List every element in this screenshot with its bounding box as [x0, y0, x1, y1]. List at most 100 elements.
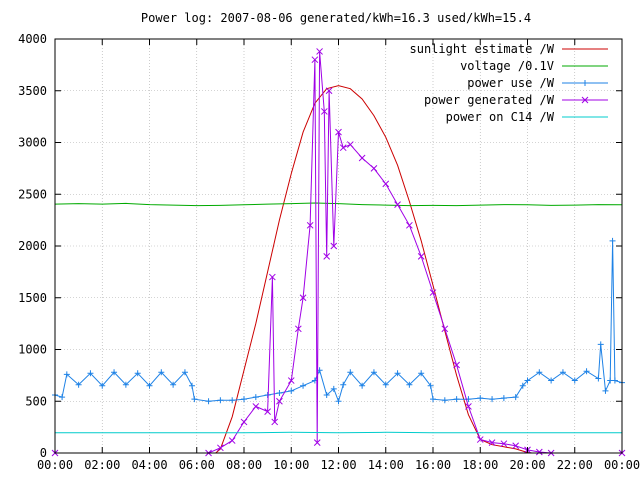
axes: 00:00 02:00 04:00 06:00 08:00 10:00 12:00 14:00…: [18, 32, 640, 472]
series-3-point-21: [335, 128, 342, 136]
series-2-point-23: [300, 382, 307, 389]
x-tick-label-12: 00:00: [604, 458, 640, 472]
x-tick-label-4: 08:00: [226, 458, 262, 472]
series-3-point-2: [217, 444, 224, 452]
series-2-point-55: [602, 387, 609, 394]
x-tick-label-10: 20:00: [509, 458, 545, 472]
series-2-point-57: [609, 237, 616, 244]
series-2-point-43: [489, 396, 496, 403]
grid-lines: [55, 39, 622, 453]
series-2-point-34: [394, 370, 401, 377]
series-3-point-26: [382, 180, 390, 188]
series-line-0: [55, 85, 622, 454]
legend-marker-3: [581, 96, 589, 104]
series-2-point-58: [611, 377, 618, 384]
series-2-point-14: [191, 396, 198, 403]
series-2-point-7: [122, 381, 129, 388]
series-3-point-37: [512, 442, 520, 450]
series-3-point-14: [311, 56, 319, 64]
series-3-point-5: [252, 403, 260, 410]
x-tick-label-11: 22:00: [557, 458, 593, 472]
series-2-point-26: [323, 392, 330, 399]
series-3-point-18: [323, 252, 331, 260]
series-line-2: [54, 240, 623, 403]
y-tick-label-4: 2000: [18, 239, 47, 253]
series-2-point-32: [370, 369, 377, 376]
legend-marker-2: [582, 80, 588, 86]
series-3-point-3: [228, 437, 236, 444]
legend-label-0: sunlight estimate /W: [410, 42, 555, 56]
legend-label-1: voltage /0.1V: [460, 59, 554, 73]
chart-title: Power log: 2007-08-06 generated/kWh=16.3…: [141, 11, 531, 25]
series-2-point-15: [205, 398, 212, 405]
series-3-point-22: [339, 144, 347, 152]
x-tick-label-8: 16:00: [415, 458, 451, 472]
series-3-point-23: [346, 141, 354, 148]
legend-label-3: power generated /W: [424, 93, 555, 107]
x-tick-label-5: 10:00: [273, 458, 309, 472]
series-3-point-33: [465, 403, 472, 410]
series-2-point-40: [453, 396, 460, 403]
series-2-point-28: [335, 398, 342, 405]
series-line-1: [54, 202, 623, 207]
series-2-point-18: [241, 396, 247, 403]
series-3-point-8: [271, 418, 279, 426]
y-tick-label-8: 4000: [18, 32, 47, 46]
x-tick-label-9: 18:00: [462, 458, 498, 472]
series-2-point-17: [229, 397, 236, 404]
series-2-point-33: [382, 381, 389, 388]
series-2-point-44: [500, 395, 507, 402]
y-tick-label-0: 0: [40, 446, 47, 460]
series-3-point-34: [476, 436, 484, 443]
series-2-point-30: [347, 369, 354, 376]
y-tick-label-2: 1000: [18, 343, 47, 357]
series-3-point-17: [320, 108, 328, 115]
series-2-point-19: [252, 394, 259, 401]
series-2-point-31: [359, 382, 366, 389]
series-2-point-38: [430, 396, 436, 403]
series-2-point-36: [418, 370, 425, 377]
series-2-point-48: [536, 369, 543, 376]
series-3-point-39: [535, 448, 543, 456]
y-tick-label-5: 2500: [18, 187, 47, 201]
x-tick-label-7: 14:00: [368, 458, 404, 472]
series-3-point-9: [276, 397, 283, 405]
legend: sunlight estimate /W voltage /0.1V power u…: [410, 42, 608, 124]
y-tick-label-6: 3000: [18, 136, 47, 150]
series-2-point-27: [330, 385, 337, 392]
series-2-point-37: [427, 382, 434, 389]
y-tick-label-1: 500: [25, 394, 47, 408]
series-3-point-28: [406, 221, 413, 229]
series-2-point-54: [597, 341, 604, 348]
series-2-point-46: [519, 382, 526, 389]
series-2-point-52: [583, 368, 590, 375]
series-3-point-31: [441, 325, 449, 333]
series-2-point-1: [59, 394, 66, 401]
series-2-point-51: [571, 377, 578, 384]
series-2-point-53: [595, 375, 602, 382]
series-3-point-6: [264, 408, 271, 415]
series-2-point-29: [340, 381, 347, 388]
series-2-point-39: [441, 397, 448, 404]
series-3-point-27: [394, 201, 401, 208]
series-3-point-13: [306, 221, 314, 229]
series-2-point-8: [134, 370, 141, 377]
series-2-point-3: [75, 381, 82, 388]
series-3-point-7: [268, 273, 276, 281]
legend-label-4: power on C14 /W: [446, 110, 555, 124]
series-2-point-13: [189, 382, 196, 389]
series-3-point-15: [313, 439, 321, 447]
series-2-point-4: [87, 370, 94, 377]
series-2-point-2: [63, 371, 70, 378]
series-2-point-47: [524, 377, 531, 384]
series-2-point-11: [170, 381, 177, 388]
x-tick-label-1: 02:00: [84, 458, 120, 472]
series-3-point-36: [500, 440, 508, 448]
series-2-point-50: [559, 369, 566, 376]
series-2-point-42: [477, 395, 484, 402]
series-3-point-29: [417, 252, 425, 260]
series-2-point-5: [99, 382, 106, 389]
x-tick-label-2: 04:00: [131, 458, 167, 472]
series-2-point-21: [276, 389, 283, 396]
